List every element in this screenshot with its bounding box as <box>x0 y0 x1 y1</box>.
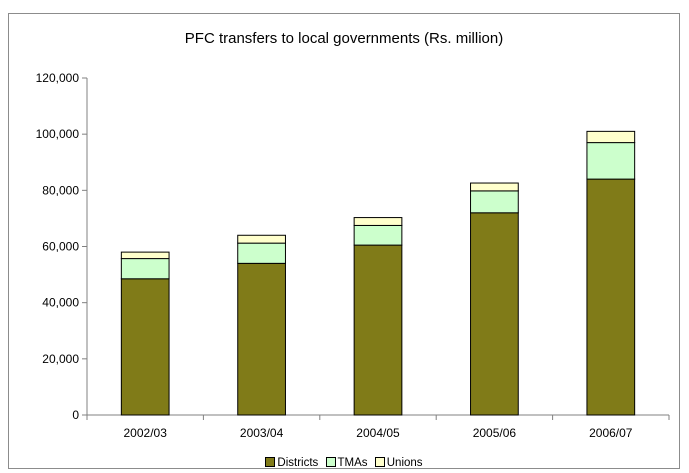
x-tick-label: 2005/06 <box>473 426 517 440</box>
x-tick-label: 2006/07 <box>589 426 633 440</box>
bar-tmas <box>586 142 636 180</box>
y-axis: 0 20,000 40,000 60,000 80,000 100,000 120,000 <box>36 71 88 422</box>
legend-item-districts: Districts <box>265 457 318 469</box>
y-tick-label: 120,000 <box>36 71 80 85</box>
x-tick-label: 2002/03 <box>124 426 168 440</box>
legend-label-unions: Unions <box>386 457 423 469</box>
legend-swatch-tmas <box>325 457 336 467</box>
y-tick-label: 80,000 <box>42 183 79 197</box>
legend-swatch-districts <box>265 457 276 467</box>
x-axis: 2002/03 2003/04 2004/05 2005/06 2006/07 <box>86 414 670 440</box>
chart-frame: PFC transfers to local governments (Rs. … <box>8 13 680 469</box>
bars <box>120 130 636 416</box>
bar-districts <box>237 262 286 416</box>
legend-swatch-unions <box>374 457 385 467</box>
bar-unions <box>120 251 170 260</box>
legend-item-tmas: TMAs <box>325 457 368 469</box>
bar-tmas <box>470 190 519 214</box>
y-tick-label: 100,000 <box>36 127 80 141</box>
bar-unions <box>237 234 286 244</box>
legend-label-tmas: TMAs <box>337 457 368 469</box>
chart-plot: 020,00040,00060,00080,000100,000120,000 … <box>36 71 670 440</box>
chart-title: PFC transfers to local governments (Rs. … <box>184 30 504 47</box>
bar-tmas <box>120 258 170 280</box>
legend-label-districts: Districts <box>277 457 319 469</box>
bar-tmas <box>353 224 403 246</box>
x-tick-label: 2003/04 <box>240 426 284 440</box>
bar-unions <box>586 130 636 144</box>
bar-districts <box>353 244 403 416</box>
y-tick-label: 20,000 <box>42 352 79 366</box>
bar-unions <box>470 182 519 192</box>
y-tick-label: 60,000 <box>42 240 79 254</box>
bar-tmas <box>237 242 286 264</box>
bar-districts <box>586 178 636 416</box>
y-tick-label: 0 <box>72 408 79 422</box>
legend: Districts TMAs Unions <box>9 457 679 469</box>
bar-districts <box>470 212 519 416</box>
bar-districts <box>120 278 170 416</box>
x-tick-label: 2004/05 <box>356 426 400 440</box>
bar-unions <box>353 217 403 226</box>
y-tick-label: 40,000 <box>42 296 79 310</box>
legend-item-unions: Unions <box>374 457 423 469</box>
